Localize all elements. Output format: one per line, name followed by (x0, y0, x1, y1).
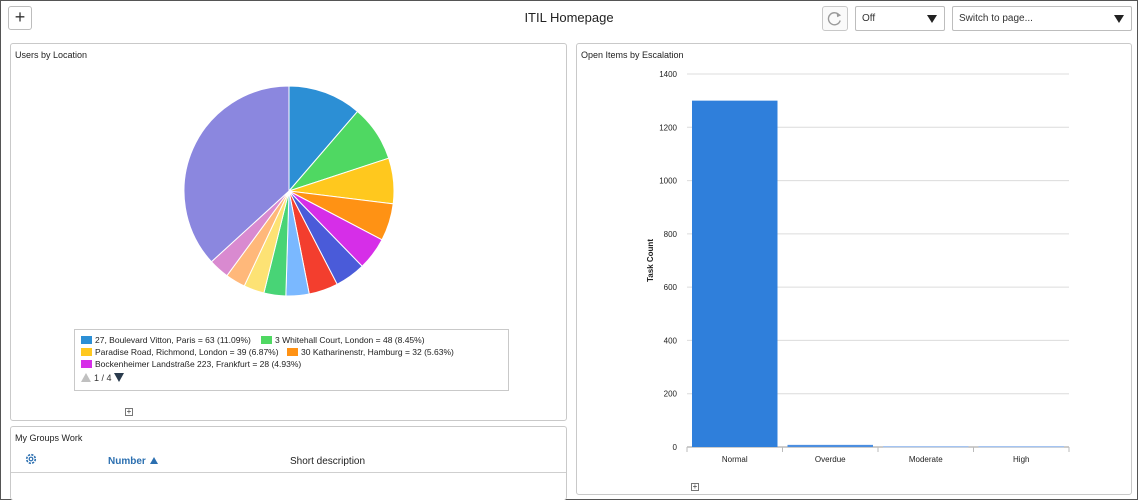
legend-label: Paradise Road, Richmond, London = 39 (6.… (95, 347, 279, 357)
y-tick-label: 1200 (659, 123, 677, 132)
y-tick-label: 200 (664, 390, 678, 399)
expand-icon[interactable]: + (691, 482, 699, 491)
column-header-number[interactable]: Number (108, 456, 158, 467)
add-widget-button[interactable]: + (8, 6, 32, 30)
bar-moderate[interactable] (883, 446, 969, 448)
x-tick-label: Normal (722, 455, 748, 464)
legend-swatch (81, 360, 92, 368)
panel-title: Open Items by Escalation (581, 50, 684, 60)
gear-icon[interactable] (24, 452, 38, 466)
page-down-icon[interactable] (113, 373, 124, 382)
column-header-short-description[interactable]: Short description (290, 456, 366, 467)
legend-item[interactable]: Bockenheimer Landstraße 223, Frankfurt =… (81, 359, 301, 369)
x-tick-label: High (1013, 455, 1029, 464)
legend-swatch (261, 336, 272, 344)
switch-page-value: Switch to page... (959, 13, 1033, 24)
top-bar: + ITIL Homepage Off Switch to page... (1, 1, 1137, 39)
page-title: ITIL Homepage (524, 10, 614, 25)
y-tick-label: 1400 (659, 70, 677, 79)
bar-high[interactable] (978, 446, 1065, 448)
users-by-location-pie-chart (183, 85, 395, 297)
y-tick-label: 400 (664, 336, 678, 345)
legend-item[interactable]: 30 Katharinenstr, Hamburg = 32 (5.63%) (287, 347, 454, 357)
panel-title: Users by Location (15, 50, 88, 60)
pie-slice-0[interactable] (288, 85, 359, 193)
users-by-location-panel: Users by Location 27, Boulevard Vitton, … (10, 43, 567, 421)
x-tick-label: Overdue (815, 455, 846, 464)
legend-label: 27, Boulevard Vitton, Paris = 63 (11.09%… (95, 335, 251, 345)
refresh-icon (827, 12, 842, 26)
legend-item[interactable]: Paradise Road, Richmond, London = 39 (6.… (81, 347, 279, 357)
x-tick-label: Moderate (909, 455, 943, 464)
expand-icon[interactable]: + (125, 407, 133, 416)
panel-title: My Groups Work (15, 433, 83, 443)
legend-item[interactable]: 27, Boulevard Vitton, Paris = 63 (11.09%… (81, 335, 251, 345)
legend-pager: 1 / 4 (81, 373, 124, 383)
legend-label: 30 Katharinenstr, Hamburg = 32 (5.63%) (301, 347, 454, 357)
legend-swatch (81, 348, 92, 356)
legend-label: Bockenheimer Landstraße 223, Frankfurt =… (95, 359, 302, 369)
y-tick-label: 600 (664, 283, 678, 292)
switch-page-select[interactable]: Switch to page... (952, 6, 1132, 31)
legend-item[interactable]: 3 Whitehall Court, London = 48 (8.45%) (261, 335, 425, 345)
chevron-down-icon (927, 15, 937, 23)
column-label: Number (108, 456, 146, 467)
page-up-icon[interactable] (81, 373, 91, 382)
y-tick-label: 800 (664, 230, 678, 239)
pager-text: 1 / 4 (94, 373, 112, 383)
pie-slice-12[interactable] (183, 85, 290, 263)
bar-overdue[interactable] (787, 444, 874, 447)
open-items-bar-chart: 0 200 400 600 800 1000 1200 1400 Task Count Norma… (646, 70, 1070, 464)
chevron-down-icon (1114, 15, 1124, 23)
legend-label: 3 Whitehall Court, London = 48 (8.45%) (275, 335, 425, 345)
y-axis-label: Task Count (646, 239, 655, 282)
pie-legend: 27, Boulevard Vitton, Paris = 63 (11.09%… (74, 329, 509, 391)
my-groups-work-panel: My Groups Work Number Short description (10, 426, 567, 500)
y-tick-label: 1000 (659, 177, 677, 186)
table-header-divider (11, 472, 566, 473)
legend-swatch (81, 336, 92, 344)
refresh-interval-value: Off (862, 13, 876, 24)
bar-normal[interactable] (692, 100, 778, 447)
refresh-button[interactable] (822, 6, 848, 31)
refresh-interval-select[interactable]: Off (855, 6, 945, 31)
legend-swatch (287, 348, 298, 356)
open-items-panel: Open Items by Escalation 0 200 400 600 800 10… (576, 43, 1132, 495)
sort-ascending-icon (149, 457, 158, 464)
y-tick-label: 0 (673, 443, 678, 452)
